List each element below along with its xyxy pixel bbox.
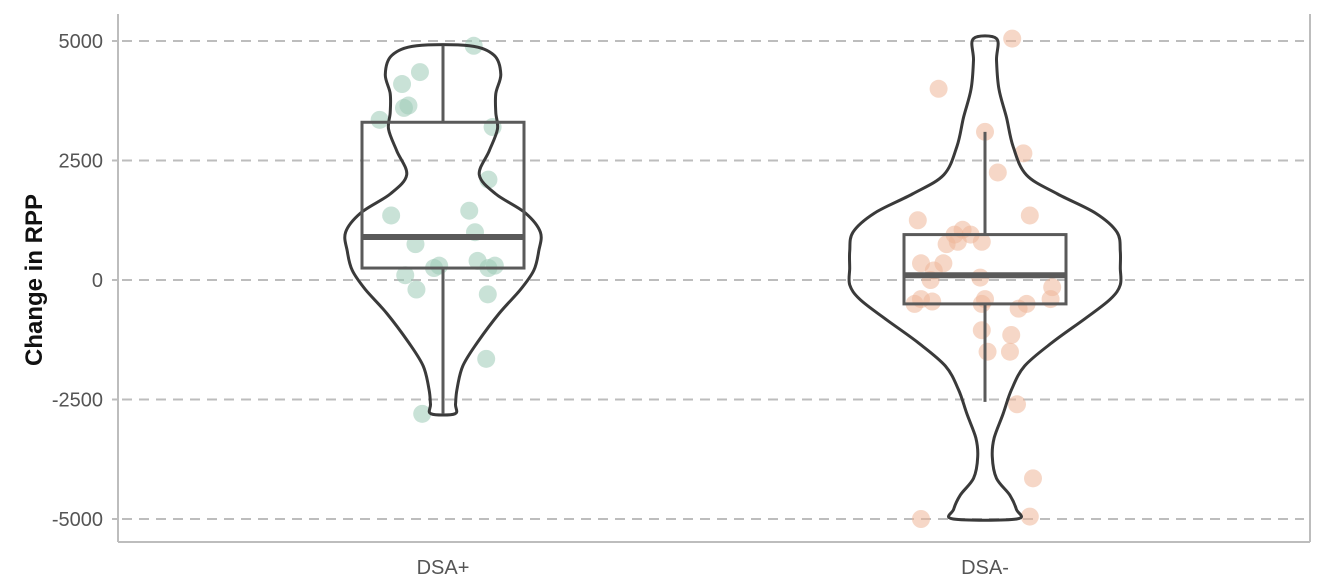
violin-dsa-minus bbox=[847, 34, 1123, 522]
y-tick-label: -2500 bbox=[52, 390, 103, 412]
data-point-dsa-minus bbox=[1041, 290, 1060, 309]
axes bbox=[112, 14, 1311, 543]
data-point-dsa-minus bbox=[908, 211, 927, 230]
data-point-dsa-minus bbox=[972, 321, 991, 340]
y-tick-label: -5000 bbox=[52, 509, 103, 531]
data-point-dsa-minus bbox=[972, 232, 991, 251]
data-point-dsa-plus bbox=[413, 404, 432, 423]
data-point-dsa-minus bbox=[1003, 29, 1022, 48]
boxplots bbox=[360, 45, 1068, 414]
data-point-dsa-plus bbox=[410, 63, 429, 82]
data-point-dsa-plus bbox=[382, 206, 401, 225]
x-tick-label-dsa-minus: DSA- bbox=[961, 557, 1009, 579]
data-points bbox=[370, 29, 1062, 528]
y-tick-label: 0 bbox=[92, 270, 103, 292]
data-point-dsa-plus bbox=[370, 110, 389, 129]
data-point-dsa-minus bbox=[1008, 395, 1026, 414]
data-point-dsa-minus bbox=[1024, 469, 1042, 488]
y-tick-label: 5000 bbox=[59, 31, 104, 53]
labels: 5000 2500 0 -2500 -5000 DSA+ DSA- bbox=[52, 31, 1009, 579]
data-point-dsa-minus bbox=[1009, 299, 1028, 318]
data-point-dsa-minus bbox=[1014, 144, 1033, 163]
data-point-dsa-plus bbox=[478, 285, 497, 304]
data-point-dsa-plus bbox=[477, 349, 496, 368]
violins bbox=[343, 34, 1123, 522]
data-point-dsa-plus bbox=[460, 201, 479, 220]
data-point-dsa-minus bbox=[929, 79, 948, 98]
data-point-dsa-minus bbox=[1020, 206, 1039, 225]
data-point-dsa-minus bbox=[988, 163, 1007, 182]
data-point-dsa-plus bbox=[393, 75, 412, 94]
data-point-dsa-plus bbox=[407, 280, 426, 299]
data-point-dsa-minus bbox=[1000, 342, 1019, 361]
data-point-dsa-plus bbox=[396, 266, 415, 285]
data-point-dsa-minus bbox=[948, 232, 967, 251]
data-point-dsa-minus bbox=[1002, 325, 1021, 344]
gridlines bbox=[122, 40, 1304, 520]
data-point-dsa-minus bbox=[912, 510, 930, 528]
data-point-dsa-minus bbox=[1020, 507, 1039, 526]
y-tick-label: 2500 bbox=[59, 151, 104, 173]
violin-dsa-plus bbox=[343, 43, 543, 417]
data-point-dsa-plus bbox=[399, 96, 418, 115]
data-point-dsa-minus bbox=[978, 342, 997, 361]
x-tick-label-dsa-plus: DSA+ bbox=[417, 557, 470, 579]
y-axis-title: Change in RPP bbox=[21, 194, 48, 366]
